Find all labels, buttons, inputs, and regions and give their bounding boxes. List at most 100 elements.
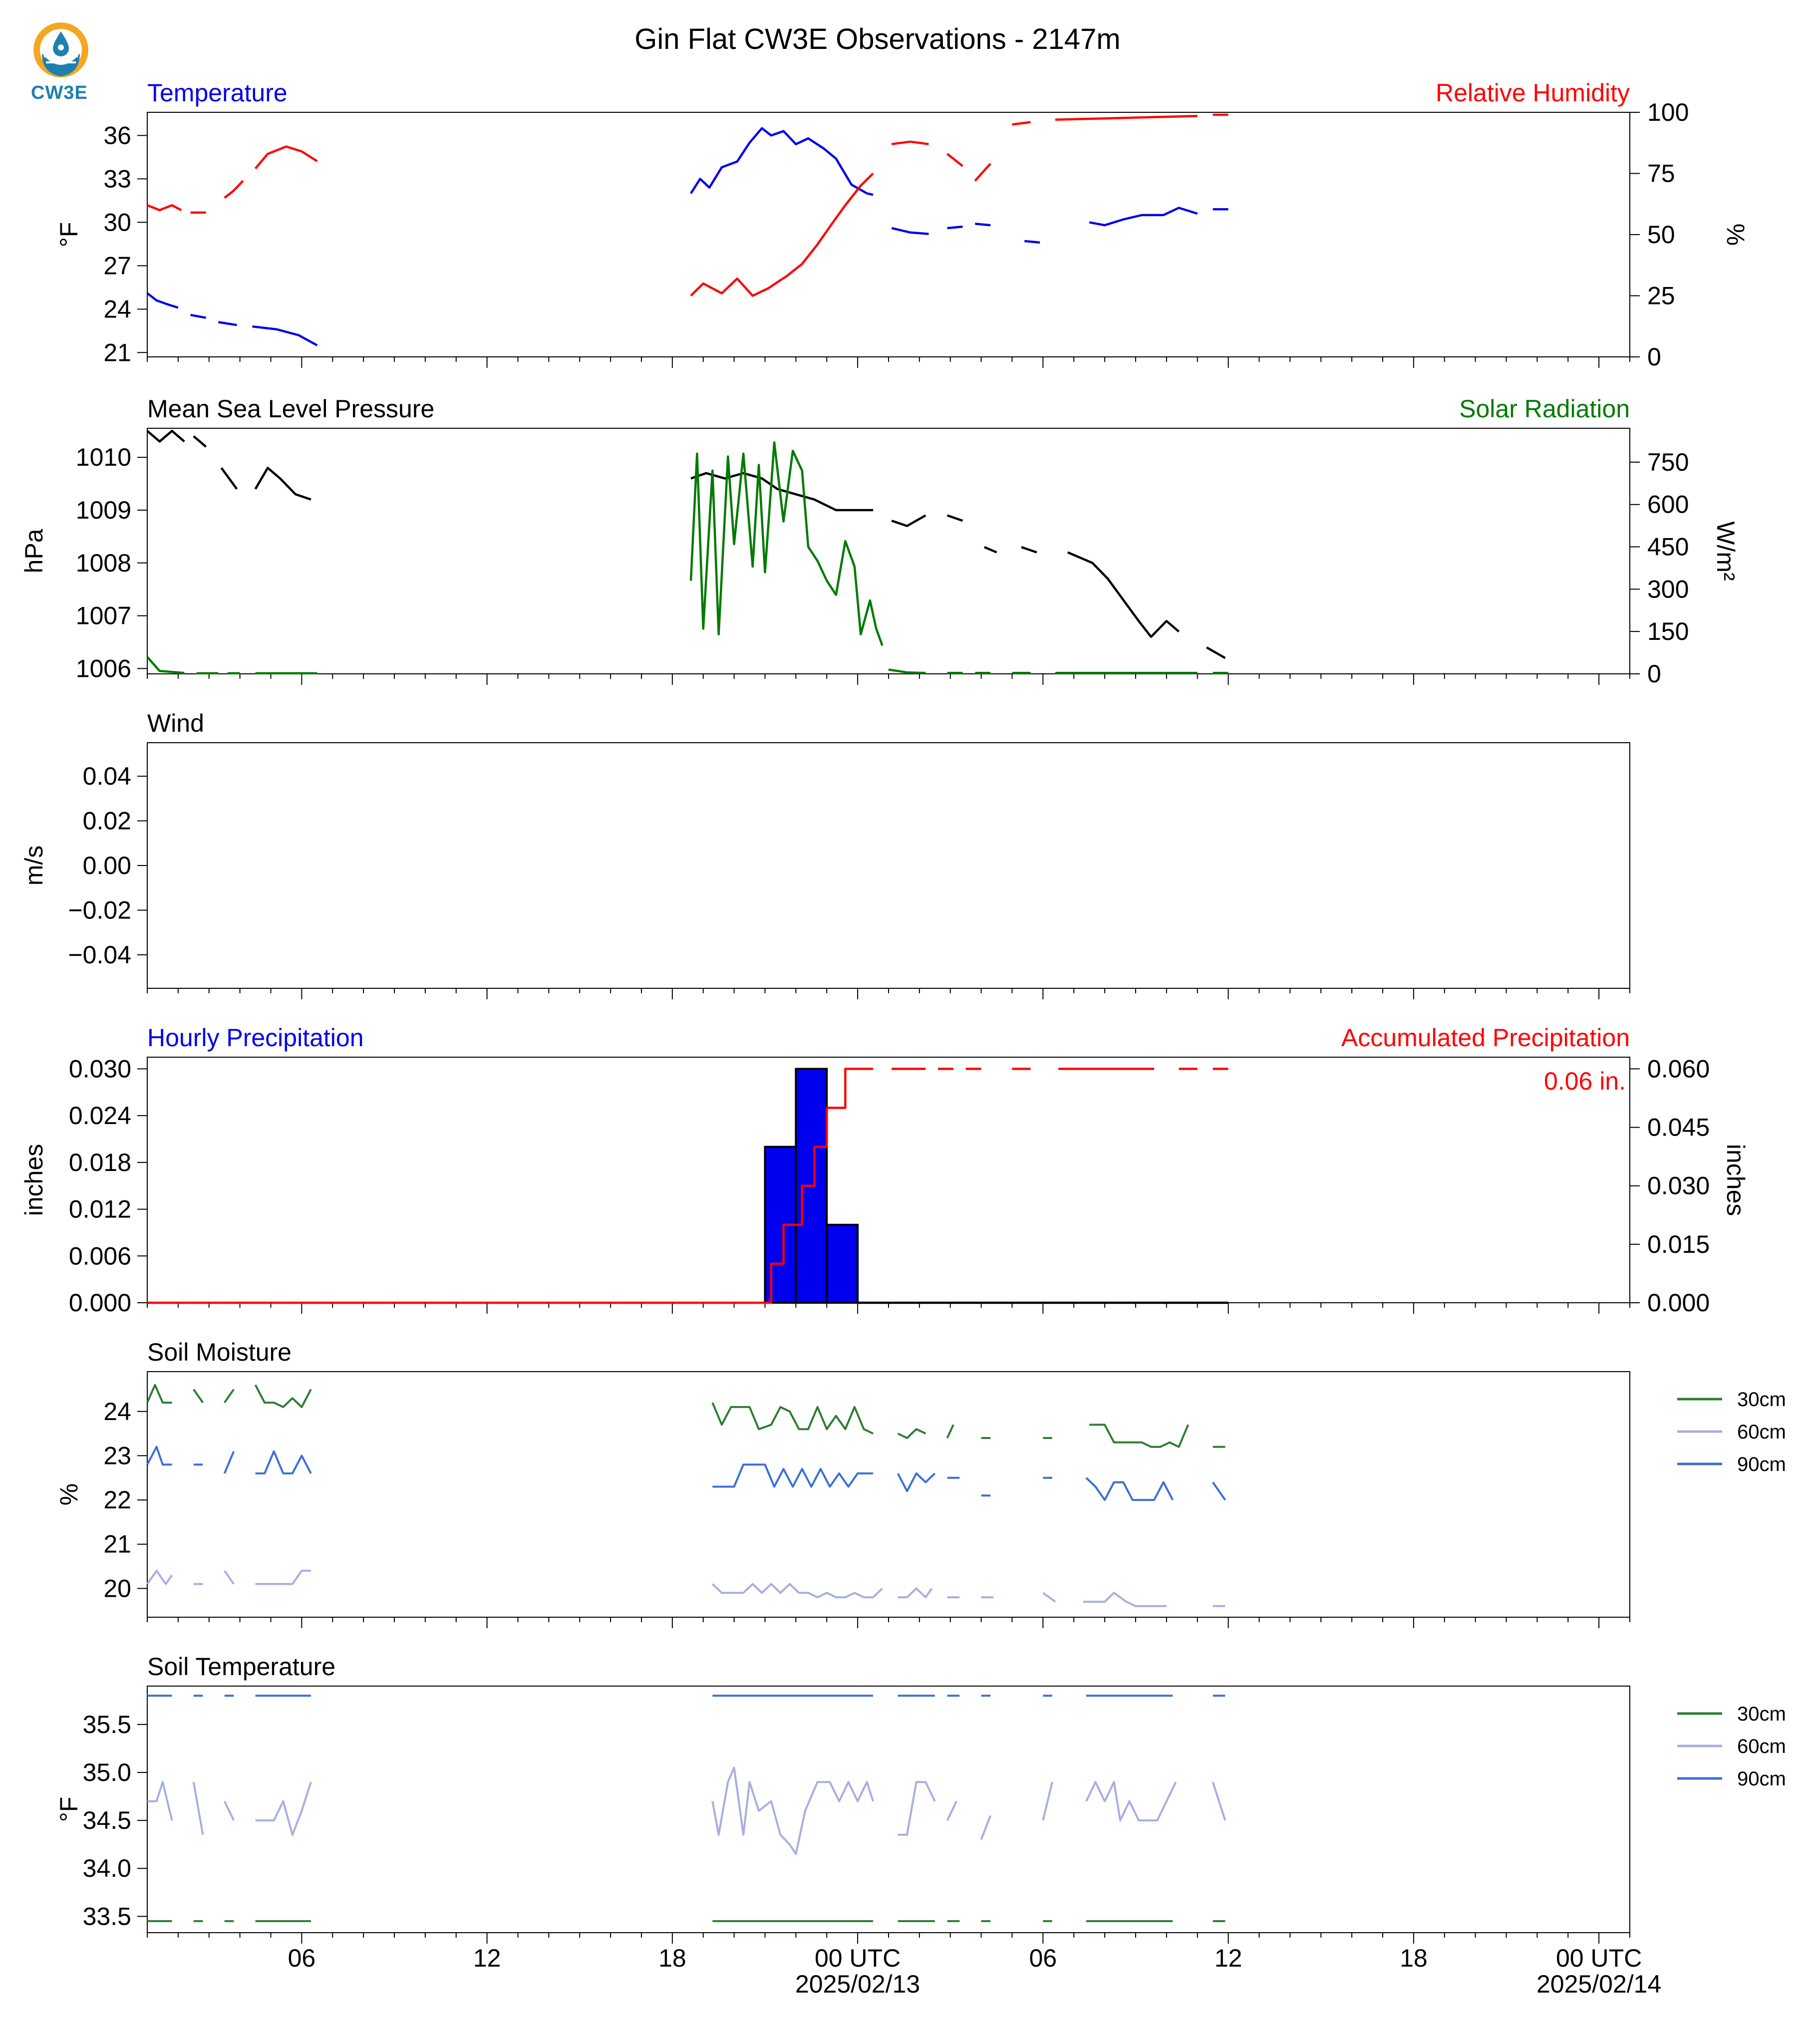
series-1-segment-0 xyxy=(147,204,182,212)
series-0-segment-0 xyxy=(147,1068,874,1304)
panel-1: Mean Sea Level Pressure Solar Radiation 10… xyxy=(20,395,1740,688)
series-2-segment-2 xyxy=(223,1450,235,1474)
series-0-segment-9 xyxy=(1089,1424,1190,1448)
series-1-segment-8 xyxy=(1042,1592,1056,1603)
x-tick-label: 12 xyxy=(473,1944,501,1972)
series-1-segment-9 xyxy=(1055,115,1198,121)
plot-frame xyxy=(147,112,1630,357)
legend-label-2: 90cm xyxy=(1737,1768,1786,1790)
series-2-segment-4 xyxy=(712,1463,874,1488)
y-tick-label: −0.04 xyxy=(68,941,131,969)
x-tick-label: 00 UTC xyxy=(1556,1944,1642,1972)
y-tick-label: 21 xyxy=(103,338,131,366)
series-1-segment-3 xyxy=(255,1781,312,1836)
logo-text: CW3E xyxy=(31,82,88,103)
series-1-segment-3 xyxy=(255,1569,311,1585)
y2-axis-label: % xyxy=(1722,224,1750,246)
y-tick-label: 1009 xyxy=(76,496,131,524)
series-0-segment-7 xyxy=(975,223,991,227)
y-tick-label: 30 xyxy=(103,208,131,236)
y2-tick-label: 0.060 xyxy=(1647,1055,1710,1083)
panel-title-left: Hourly Precipitation xyxy=(147,1024,364,1052)
y2-tick-label: 750 xyxy=(1647,448,1689,476)
x-tick-label: 06 xyxy=(1029,1944,1057,1972)
series-1-segment-8 xyxy=(1042,1781,1053,1821)
series-0-segment-4 xyxy=(690,472,874,512)
series-0-segment-5 xyxy=(897,1428,926,1439)
series-0-segment-3 xyxy=(254,467,311,501)
series-2-segment-9 xyxy=(1085,1477,1174,1501)
y2-axis-label: inches xyxy=(1722,1144,1750,1216)
y-tick-label: 24 xyxy=(103,295,131,323)
plot-frame xyxy=(147,742,1630,989)
series-2-segment-3 xyxy=(255,1450,312,1474)
cw3e-logo-icon xyxy=(33,22,88,77)
y-tick-label: 36 xyxy=(103,121,131,149)
y-tick-label: 0.018 xyxy=(69,1149,131,1176)
legend-label-2: 90cm xyxy=(1737,1453,1786,1475)
accumulated-total-label: 0.06 in. xyxy=(1544,1067,1626,1095)
series-1-segment-5 xyxy=(891,140,929,145)
y2-tick-label: 450 xyxy=(1647,533,1689,561)
plot-frame xyxy=(147,428,1630,674)
series-0-segment-0 xyxy=(146,1384,172,1404)
y-axis-label: m/s xyxy=(20,846,48,886)
series-1-segment-4 xyxy=(711,1583,883,1599)
series-1-segment-3 xyxy=(254,145,318,170)
series-0-segment-7 xyxy=(983,546,997,554)
y-tick-label: 23 xyxy=(103,1442,131,1469)
series-1-segment-2 xyxy=(224,180,244,199)
series-0-segment-1 xyxy=(190,313,207,319)
x-tick-label: 06 xyxy=(288,1944,316,1972)
y2-tick-label: 150 xyxy=(1647,617,1689,645)
y-axis-label: % xyxy=(55,1483,83,1505)
cw3e-logo xyxy=(30,17,100,102)
panel-title-left: Soil Temperature xyxy=(147,1653,335,1681)
series-0-segment-2 xyxy=(218,321,237,326)
y2-tick-label: 100 xyxy=(1647,98,1689,126)
y2-tick-label: 0.015 xyxy=(1647,1230,1710,1258)
plot-frame xyxy=(147,1371,1630,1618)
y-tick-label: 34.5 xyxy=(83,1806,131,1834)
series-1-segment-2 xyxy=(224,1570,235,1585)
y-tick-label: 1006 xyxy=(76,654,131,682)
y2-tick-label: 0.045 xyxy=(1647,1114,1710,1142)
figure-title: Gin Flat CW3E Observations - 2147m xyxy=(634,23,1120,55)
series-2-segment-5 xyxy=(897,1472,936,1492)
series-0-segment-6 xyxy=(947,225,963,230)
y-tick-label: 0.006 xyxy=(69,1242,131,1270)
series-1-segment-8 xyxy=(1012,121,1031,126)
panel-title-left: Temperature xyxy=(147,79,288,107)
y-tick-label: 0.024 xyxy=(69,1102,131,1130)
y-tick-label: 35.0 xyxy=(83,1758,131,1786)
series-2-segment-0 xyxy=(146,1446,172,1466)
panel-title-left: Wind xyxy=(147,709,204,737)
series-1-segment-5 xyxy=(898,1587,933,1599)
y-tick-label: 22 xyxy=(103,1486,131,1514)
x-tick-label: 00 UTC xyxy=(815,1944,901,1972)
series-1-segment-9 xyxy=(1085,1781,1177,1822)
y2-tick-label: 600 xyxy=(1647,491,1689,519)
series-0-segment-8 xyxy=(1024,240,1040,244)
y-tick-label: 35.5 xyxy=(83,1711,131,1738)
plot-frame xyxy=(147,1686,1630,1933)
x-tick-label: 18 xyxy=(1400,1944,1428,1972)
plot-frame xyxy=(147,1057,1630,1303)
y2-tick-label: 0 xyxy=(1647,343,1661,371)
series-0-segment-4 xyxy=(711,1402,874,1435)
series-1-segment-2 xyxy=(223,1800,235,1821)
y-tick-label: 0.04 xyxy=(83,762,131,790)
series-1-segment-6 xyxy=(946,1800,957,1821)
series-1-segment-7 xyxy=(980,1815,992,1840)
series-1-segment-1 xyxy=(192,1781,204,1835)
panel-title-right: Relative Humidity xyxy=(1436,79,1630,107)
y-axis-label: °F xyxy=(55,1797,83,1822)
legend-label-1: 60cm xyxy=(1737,1736,1786,1757)
series-0-segment-9 xyxy=(1067,551,1180,638)
x-date-label: 2025/02/14 xyxy=(1536,1970,1661,1998)
y-tick-label: 1010 xyxy=(76,443,131,471)
y-tick-label: 0.030 xyxy=(69,1055,131,1083)
series-1-segment-4 xyxy=(689,441,884,646)
